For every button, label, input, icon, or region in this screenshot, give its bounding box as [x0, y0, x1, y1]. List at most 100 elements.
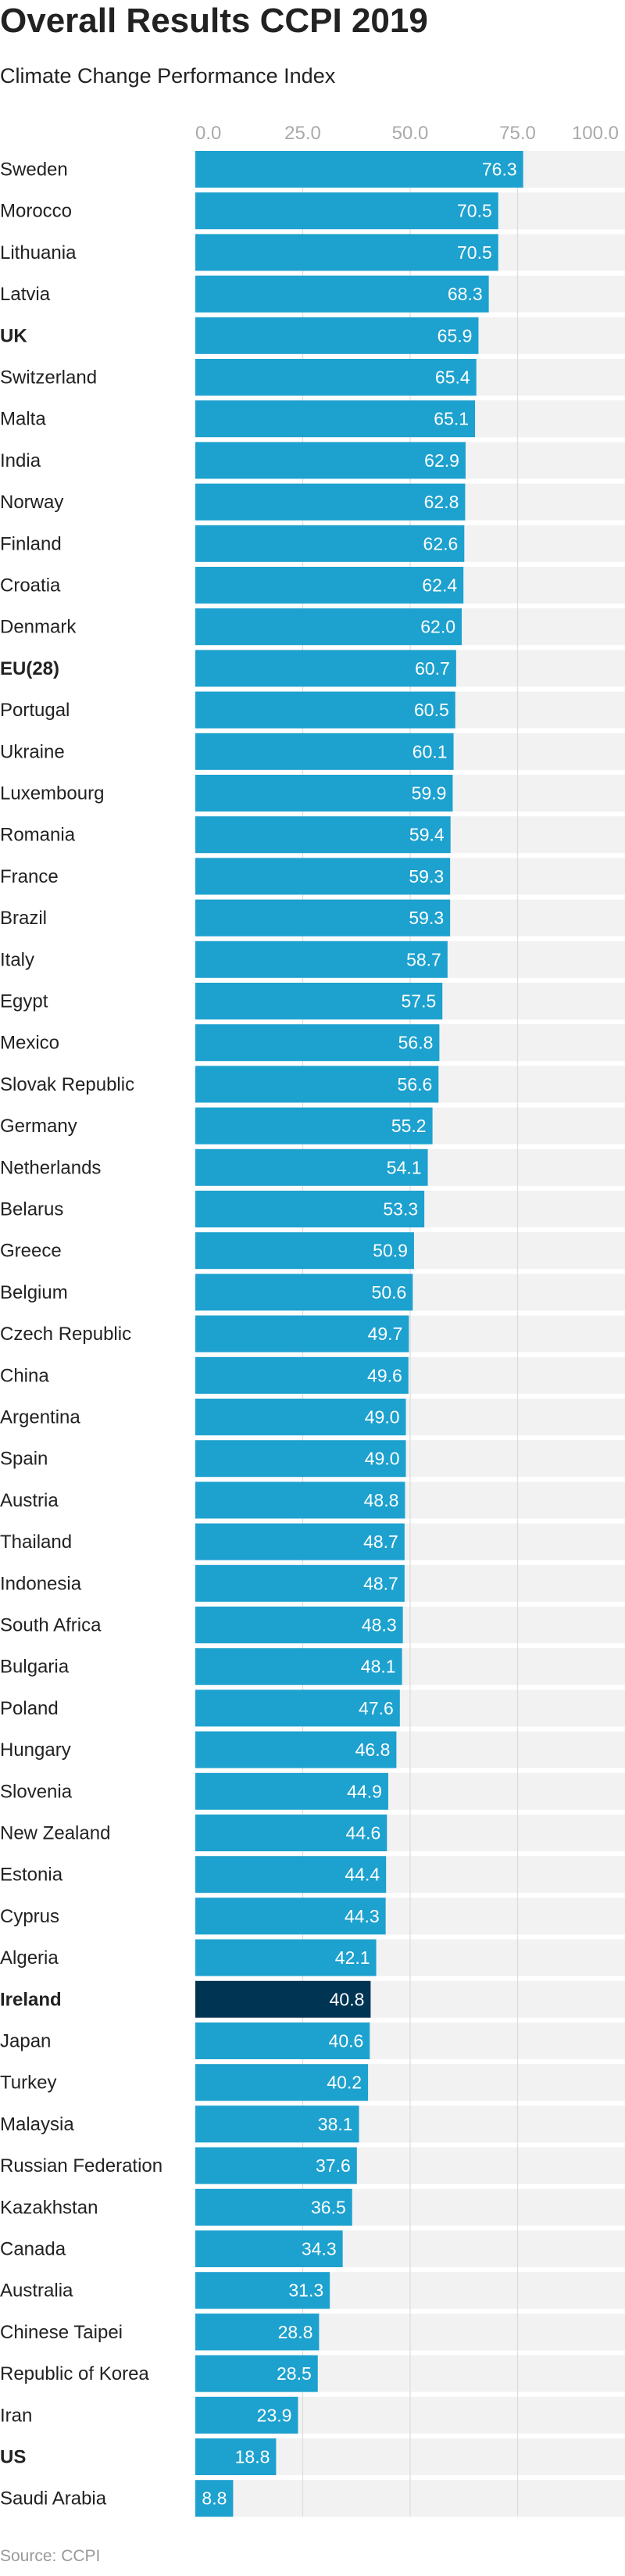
- category-label: Cyprus: [0, 1906, 59, 1927]
- category-label: France: [0, 866, 59, 887]
- value-label: 70.5: [457, 242, 492, 263]
- value-label: 31.3: [288, 2280, 323, 2301]
- bar-malta: [195, 400, 476, 438]
- category-label: Canada: [0, 2239, 66, 2260]
- bar-sweden: [195, 151, 523, 188]
- value-label: 57.5: [401, 991, 436, 1012]
- bar-austria: [195, 1481, 405, 1519]
- bar-lithuania: [195, 234, 498, 271]
- category-label: Netherlands: [0, 1157, 101, 1178]
- category-label: Belarus: [0, 1199, 63, 1220]
- bar-spain: [195, 1440, 406, 1478]
- value-label: 62.4: [422, 575, 457, 596]
- bar-india: [195, 442, 466, 479]
- value-label: 68.3: [448, 284, 483, 304]
- bar-ireland: [195, 1980, 371, 2018]
- category-label: Chinese Taipei: [0, 2322, 123, 2343]
- value-label: 37.6: [316, 2155, 351, 2176]
- value-label: 65.1: [434, 409, 469, 429]
- bar-china: [195, 1356, 409, 1394]
- value-label: 62.0: [420, 617, 455, 637]
- bar-thailand: [195, 1523, 405, 1560]
- value-label: 62.6: [423, 533, 459, 554]
- value-label: 48.8: [364, 1490, 399, 1510]
- bar-france: [195, 858, 451, 895]
- category-label: Indonesia: [0, 1573, 82, 1594]
- bar-russian-federation: [195, 2147, 357, 2184]
- value-label: 8.8: [202, 2488, 227, 2509]
- category-label: Turkey: [0, 2073, 56, 2094]
- x-tick-label: 75.0: [499, 123, 536, 144]
- category-label: Slovak Republic: [0, 1074, 134, 1095]
- category-label: Iran: [0, 2405, 32, 2426]
- bar-uk: [195, 317, 479, 354]
- bar-brazil: [195, 899, 451, 937]
- category-label: Egypt: [0, 991, 48, 1012]
- bar-cyprus: [195, 1897, 386, 1935]
- bar-belgium: [195, 1274, 413, 1311]
- value-label: 44.3: [345, 1906, 380, 1926]
- value-label: 53.3: [383, 1199, 418, 1220]
- bar-slovenia: [195, 1772, 388, 1810]
- category-label: Argentina: [0, 1407, 80, 1428]
- value-label: 48.1: [361, 1657, 396, 1677]
- value-label: 62.9: [424, 450, 459, 471]
- category-label: Estonia: [0, 1865, 63, 1886]
- value-label: 49.7: [368, 1324, 403, 1344]
- category-label: Mexico: [0, 1033, 59, 1054]
- value-label: 42.1: [335, 1947, 370, 1968]
- category-label: Morocco: [0, 201, 72, 222]
- category-label: Malaysia: [0, 2114, 74, 2135]
- value-label: 58.7: [406, 949, 441, 969]
- category-label: Malta: [0, 409, 46, 430]
- category-label: Sweden: [0, 159, 68, 181]
- category-label: Ukraine: [0, 741, 65, 762]
- value-label: 62.8: [424, 492, 459, 512]
- value-label: 65.4: [435, 367, 470, 388]
- value-label: 55.2: [391, 1116, 427, 1136]
- bar-estonia: [195, 1856, 387, 1893]
- chart-title: Overall Results CCPI 2019: [0, 2, 428, 40]
- category-label: Belgium: [0, 1282, 68, 1303]
- value-label: 54.1: [387, 1157, 422, 1177]
- bar-switzerland: [195, 359, 477, 396]
- value-label: 48.7: [363, 1573, 398, 1593]
- bar-luxembourg: [195, 775, 453, 811]
- bar-new-zealand: [195, 1815, 388, 1851]
- bar-south-africa: [195, 1607, 403, 1643]
- category-label: Austria: [0, 1490, 59, 1511]
- category-label: India: [0, 450, 41, 471]
- value-label: 40.2: [327, 2073, 362, 2093]
- value-label: 60.7: [415, 658, 450, 679]
- category-label: Thailand: [0, 1532, 72, 1553]
- category-label: New Zealand: [0, 1823, 110, 1844]
- value-label: 44.6: [346, 1823, 381, 1843]
- bar-poland: [195, 1689, 400, 1727]
- category-label: Italy: [0, 949, 34, 970]
- value-label: 60.5: [414, 700, 449, 720]
- bar-netherlands: [195, 1148, 428, 1186]
- value-label: 50.9: [373, 1241, 408, 1261]
- value-label: 40.6: [329, 2031, 364, 2051]
- category-label: Lithuania: [0, 242, 77, 263]
- category-label: China: [0, 1365, 49, 1386]
- bar-czech-republic: [195, 1315, 409, 1352]
- bar-mexico: [195, 1024, 440, 1062]
- value-label: 60.1: [412, 741, 448, 761]
- bar-bulgaria: [195, 1648, 402, 1686]
- category-label: Denmark: [0, 617, 77, 638]
- bar-republic-of-korea: [195, 2355, 318, 2392]
- bar-eu-28-: [195, 650, 456, 687]
- category-label: Switzerland: [0, 367, 97, 389]
- bar-finland: [195, 525, 465, 562]
- value-label: 18.8: [235, 2447, 270, 2467]
- value-label: 59.9: [412, 783, 447, 804]
- bar-iran: [195, 2396, 298, 2434]
- category-label: Germany: [0, 1116, 77, 1137]
- value-label: 59.4: [409, 825, 445, 845]
- bar-indonesia: [195, 1564, 405, 1602]
- category-label: Republic of Korea: [0, 2363, 149, 2384]
- bar-ukraine: [195, 733, 454, 770]
- bar-kazakhstan: [195, 2188, 352, 2226]
